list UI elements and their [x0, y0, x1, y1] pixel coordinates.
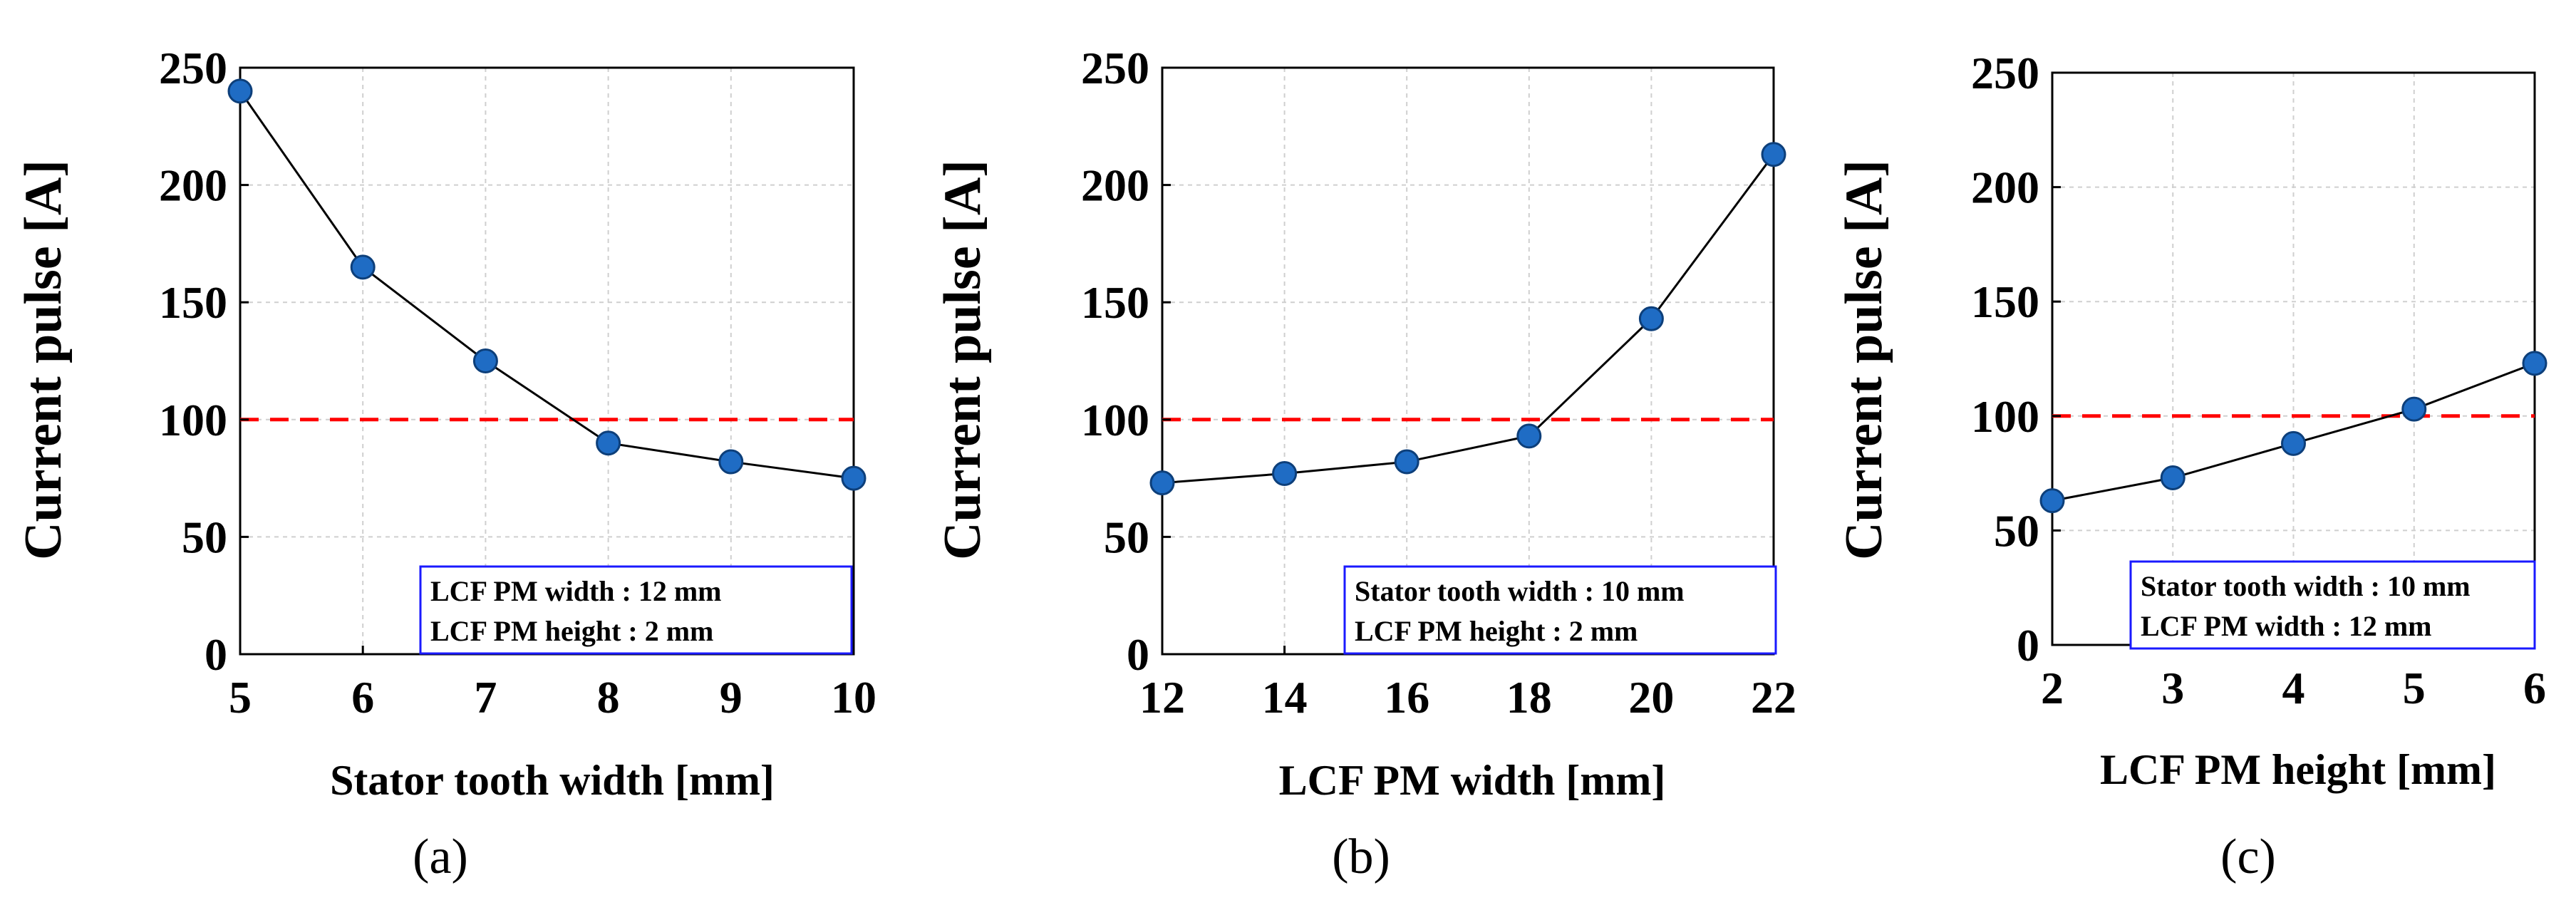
chart-2-ytick-label: 250 [1081, 43, 1149, 93]
chart-1-ytick-label: 200 [159, 160, 227, 211]
chart-3-ytick-label: 200 [1971, 162, 2039, 213]
chart-2: 0 50 100 150 200 250 12 14 16 18 20 22 LCF PM width … [933, 43, 1796, 884]
chart-3-ytick-label: 50 [1994, 505, 2039, 556]
chart-1-xlabel: Stator tooth width [mm] [330, 757, 775, 804]
chart-2-ytick-label: 200 [1081, 160, 1149, 211]
chart-1-ylabel: Current pulse [A] [14, 160, 73, 560]
chart-1-annotation-line: LCF PM width : 12 mm [430, 575, 721, 607]
chart-3-xlabel: LCF PM height [mm] [2100, 746, 2496, 793]
chart-3-xtick-label: 4 [2282, 663, 2305, 713]
chart-2-data-point [1638, 306, 1664, 331]
chart-3-ytick-label: 250 [1971, 48, 2039, 98]
chart-1-panel-label: (a) [413, 829, 468, 884]
chart-3: 0 50 100 150 200 250 2 3 4 5 6 LCF PM height [mm] Cu… [1835, 48, 2547, 884]
chart-2-xtick-label: 18 [1506, 672, 1552, 723]
chart-3-annotation-line: Stator tooth width : 10 mm [2141, 570, 2471, 602]
chart-1-data-point [472, 348, 498, 373]
chart-1-ytick-label: 0 [205, 629, 227, 680]
chart-2-annotation-line: LCF PM height : 2 mm [1355, 615, 1638, 647]
chart-2-xtick-label: 20 [1628, 672, 1674, 723]
chart-3-xtick-label: 5 [2403, 663, 2426, 713]
chart-1-annotation-line: LCF PM height : 2 mm [430, 615, 713, 647]
chart-2-data-point [1394, 449, 1419, 475]
chart-2-ytick-label: 150 [1081, 277, 1149, 328]
chart-2-xtick-label: 12 [1139, 672, 1185, 723]
chart-1-data-point [841, 465, 867, 491]
chart-3-ylabel: Current pulse [A] [1835, 160, 1893, 560]
chart-2-annotation-box [1343, 565, 1777, 655]
chart-2-data-point [1149, 470, 1175, 496]
chart-1-ytick-label: 50 [182, 512, 227, 562]
chart-3-data-point [2039, 488, 2065, 514]
chart-3-xtick-label: 3 [2161, 663, 2184, 713]
chart-3-xtick-label: 6 [2523, 663, 2546, 713]
chart-1-data-point [350, 254, 376, 280]
chart-1-xtick-label: 9 [720, 672, 743, 723]
chart-3-data-point [2401, 396, 2427, 422]
chart-1-ytick-label: 100 [159, 395, 227, 445]
chart-1-xtick-label: 5 [229, 672, 252, 723]
chart-2-ylabel: Current pulse [A] [933, 160, 992, 560]
chart-3-ytick-label: 0 [2017, 620, 2039, 671]
chart-1-ytick-label: 150 [159, 277, 227, 328]
chart-2-data-point [1272, 461, 1298, 487]
chart-1-data-point [227, 78, 253, 104]
chart-1-xtick-label: 10 [831, 672, 876, 723]
chart-3-xtick-label: 2 [2041, 663, 2064, 713]
chart-2-xtick-label: 14 [1262, 672, 1308, 723]
chart-2-ytick-label: 100 [1081, 395, 1149, 445]
chart-1-xtick-label: 6 [351, 672, 374, 723]
chart-3-data-point [2160, 465, 2186, 491]
chart-2-xtick-label: 16 [1384, 672, 1429, 723]
chart-2-annotation-line: Stator tooth width : 10 mm [1355, 575, 1685, 607]
chart-1-xtick-label: 8 [597, 672, 620, 723]
chart-1-data-point [596, 430, 621, 456]
chart-3-panel-label: (c) [2220, 829, 2276, 884]
chart-1: 0 50 100 150 200 250 5 6 7 8 9 10 Stator tooth width… [14, 43, 876, 884]
chart-2-ytick-label: 0 [1127, 629, 1149, 680]
chart-1-annotation-box [419, 565, 853, 655]
chart-1-xtick-label: 7 [474, 672, 497, 723]
chart-2-ytick-label: 50 [1104, 512, 1149, 562]
chart-3-data-point [2522, 351, 2547, 376]
chart-1-ytick-label: 250 [159, 43, 227, 93]
chart-3-data-point [2281, 430, 2306, 456]
chart-3-ytick-label: 150 [1971, 276, 2039, 327]
chart-2-series-line [1162, 153, 1775, 485]
chart-2-data-point [1761, 142, 1786, 167]
chart-2-xtick-label: 22 [1751, 672, 1796, 723]
chart-3-ytick-label: 100 [1971, 391, 2039, 442]
chart-1-series-line [239, 91, 854, 480]
chart-2-panel-label: (b) [1332, 829, 1390, 884]
chart-3-annotation-line: LCF PM width : 12 mm [2141, 610, 2431, 642]
chart-3-annotation-box [2129, 560, 2536, 650]
chart-2-xlabel: LCF PM width [mm] [1279, 757, 1666, 804]
chart-2-data-point [1516, 423, 1542, 449]
chart-1-data-point [718, 449, 744, 475]
